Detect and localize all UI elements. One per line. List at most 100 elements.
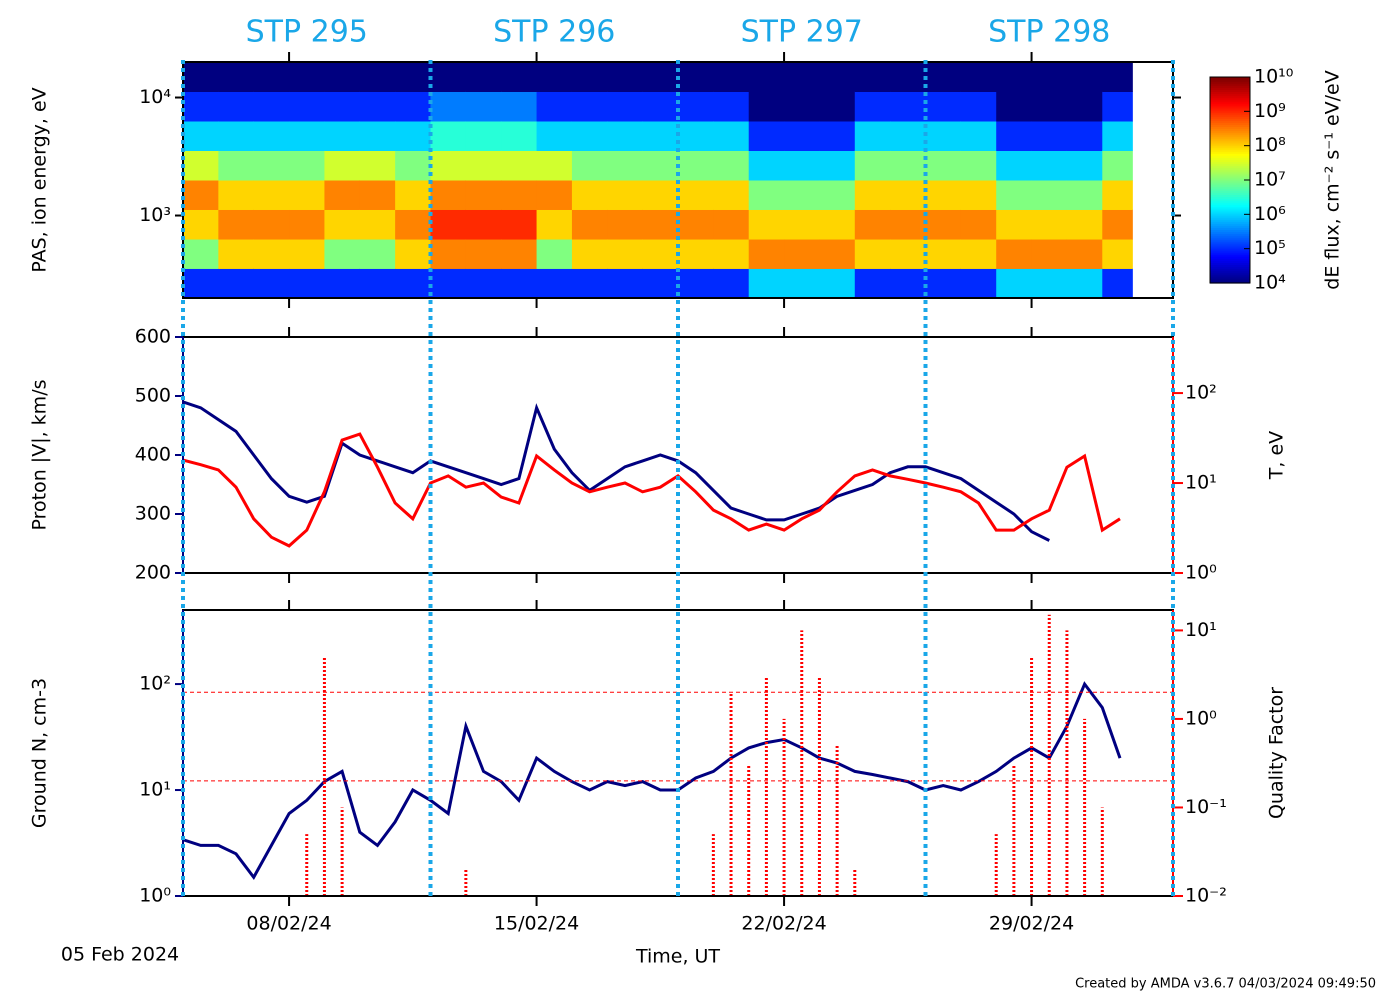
spectrogram-cell bbox=[359, 239, 396, 269]
spectrogram-cell bbox=[253, 268, 290, 298]
spectrogram-cell bbox=[183, 239, 219, 269]
colorbar-segment bbox=[1210, 245, 1250, 249]
spectrogram-cell bbox=[430, 91, 467, 122]
spectrogram-cell bbox=[925, 120, 962, 151]
colorbar-segment bbox=[1210, 93, 1250, 97]
spectrogram-cell bbox=[819, 120, 856, 151]
spectrogram-cell bbox=[430, 180, 467, 210]
spectrogram-cell bbox=[890, 209, 926, 240]
spectrogram-cell bbox=[748, 239, 785, 269]
colorbar-segment bbox=[1210, 130, 1250, 134]
spectrogram-cell bbox=[218, 180, 255, 210]
spectrogram-cell bbox=[960, 268, 997, 298]
colorbar-segment bbox=[1210, 256, 1250, 259]
colorbar-segment bbox=[1210, 200, 1250, 204]
colorbar-segment bbox=[1210, 210, 1250, 214]
colorbar-segment bbox=[1210, 120, 1250, 123]
colorbar-segment bbox=[1210, 270, 1250, 274]
spectrogram-cell bbox=[465, 62, 502, 92]
colorbar-segment bbox=[1210, 103, 1250, 107]
spectrogram-cell bbox=[571, 180, 608, 210]
spectrogram-cell bbox=[465, 209, 502, 240]
spectrogram-cell bbox=[395, 180, 431, 210]
panel bbox=[183, 614, 1122, 896]
spectrogram-cell bbox=[678, 239, 714, 269]
spectrogram-cell bbox=[819, 239, 856, 269]
spectrogram-cell bbox=[1066, 120, 1103, 151]
series-line bbox=[183, 681, 1122, 881]
spectrogram-cell bbox=[678, 209, 714, 240]
spectrogram-cell bbox=[713, 239, 750, 269]
colorbar-segment bbox=[1210, 235, 1250, 239]
colorbar-segment bbox=[1210, 159, 1250, 163]
spectrogram-cell bbox=[890, 120, 926, 151]
spectrogram-cell bbox=[218, 62, 255, 92]
spectrogram-cell bbox=[395, 120, 431, 151]
spectrogram-cell bbox=[960, 62, 997, 92]
spectrogram-cell bbox=[253, 239, 290, 269]
spectrogram-cell bbox=[996, 91, 1033, 122]
colorbar-tick-label: 10¹⁰ bbox=[1254, 66, 1293, 88]
colorbar-segment bbox=[1210, 237, 1250, 241]
colorbar-tick-label: 10⁶ bbox=[1254, 203, 1286, 225]
spectrogram-cell bbox=[748, 91, 785, 122]
spectrogram-cell bbox=[960, 120, 997, 151]
colorbar-segment bbox=[1210, 107, 1250, 111]
spectrogram-cell bbox=[784, 62, 820, 92]
spectrogram-cell bbox=[960, 91, 997, 122]
y-tick-label: 500 bbox=[135, 385, 171, 407]
spectrogram-cell bbox=[1066, 180, 1103, 210]
spectrogram-cell bbox=[748, 62, 785, 92]
spectrogram-cell bbox=[996, 150, 1033, 181]
colorbar-segment bbox=[1210, 229, 1250, 233]
spectrogram-cell bbox=[501, 268, 538, 298]
y-tick-label: 600 bbox=[135, 326, 171, 348]
colorbar-segment bbox=[1210, 165, 1250, 169]
spectrogram-cell bbox=[1031, 209, 1068, 240]
spectrogram-cell bbox=[925, 91, 962, 122]
y2-tick-label: 10⁰ bbox=[1185, 707, 1217, 729]
spectrogram-cell bbox=[678, 268, 714, 298]
colorbar-segment bbox=[1210, 260, 1250, 263]
spectrogram-cell bbox=[1031, 239, 1068, 269]
spectrogram-cell bbox=[289, 120, 325, 151]
spectrogram-cell bbox=[218, 239, 255, 269]
colorbar-segment bbox=[1210, 128, 1250, 132]
spectrogram-cell bbox=[1066, 150, 1103, 181]
spectrogram-cell bbox=[253, 91, 290, 122]
colorbar-segment bbox=[1210, 124, 1250, 128]
spectrogram-cell bbox=[324, 239, 361, 269]
colorbar-segment bbox=[1210, 161, 1250, 165]
colorbar-segment bbox=[1210, 196, 1250, 200]
spectrogram-cell bbox=[784, 268, 820, 298]
colorbar-segment bbox=[1210, 177, 1250, 181]
spectrogram-cell bbox=[253, 62, 290, 92]
spectrogram-cell bbox=[359, 268, 396, 298]
spectrogram-cell bbox=[183, 62, 219, 92]
spectrogram-cell bbox=[571, 268, 608, 298]
colorbar-segment bbox=[1210, 140, 1250, 144]
colorbar-segment bbox=[1210, 272, 1250, 276]
colorbar-segment bbox=[1210, 188, 1250, 191]
spectrogram-cell bbox=[324, 120, 361, 151]
spectrogram-cell bbox=[1066, 62, 1103, 92]
spectrogram-cell bbox=[289, 91, 325, 122]
y-tick-label: 200 bbox=[135, 562, 171, 584]
colorbar-segment bbox=[1210, 254, 1250, 257]
colorbar-segment bbox=[1210, 151, 1250, 154]
spectrogram-cell bbox=[501, 209, 538, 240]
spectrogram-cell bbox=[324, 209, 361, 240]
spectrogram-cell bbox=[253, 120, 290, 151]
spectrogram-cell bbox=[784, 150, 820, 181]
spectrogram-cell bbox=[430, 239, 467, 269]
spectrogram-cell bbox=[536, 180, 573, 210]
spectrogram-cell bbox=[996, 268, 1033, 298]
spectrogram-cell bbox=[748, 268, 785, 298]
colorbar-segment bbox=[1210, 274, 1250, 278]
colorbar-segment bbox=[1210, 144, 1250, 148]
spectrogram-cell bbox=[253, 180, 290, 210]
spectrogram-cell bbox=[465, 91, 502, 122]
spectrogram-cell bbox=[183, 120, 219, 151]
colorbar-segment bbox=[1210, 223, 1250, 226]
